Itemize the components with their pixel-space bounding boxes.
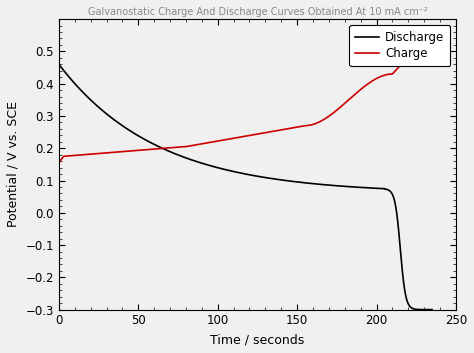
Line: Charge: Charge [59,38,440,163]
Title: Galvanostatic Charge And Discharge Curves Obtained At 10 mA cm⁻²: Galvanostatic Charge And Discharge Curve… [88,7,427,17]
Discharge [389,191,394,195]
X-axis label: Time / seconds: Time / seconds [210,333,304,346]
Charge [299,124,304,128]
Charge [345,98,351,103]
Charge [79,153,85,157]
Line: Discharge: Discharge [59,64,432,310]
Discharge [241,172,247,176]
Y-axis label: Potential / V vs. SCE: Potential / V vs. SCE [7,101,20,227]
Legend: Discharge, Charge: Discharge, Charge [349,25,450,66]
Discharge [78,88,83,92]
Discharge [429,307,435,312]
Discharge [422,307,428,312]
Charge [384,72,390,77]
Discharge [90,100,96,104]
Charge [287,126,293,130]
Discharge [169,150,175,155]
Discharge [56,62,62,66]
Charge [437,36,443,41]
Charge [56,161,62,165]
Charge [277,128,283,132]
